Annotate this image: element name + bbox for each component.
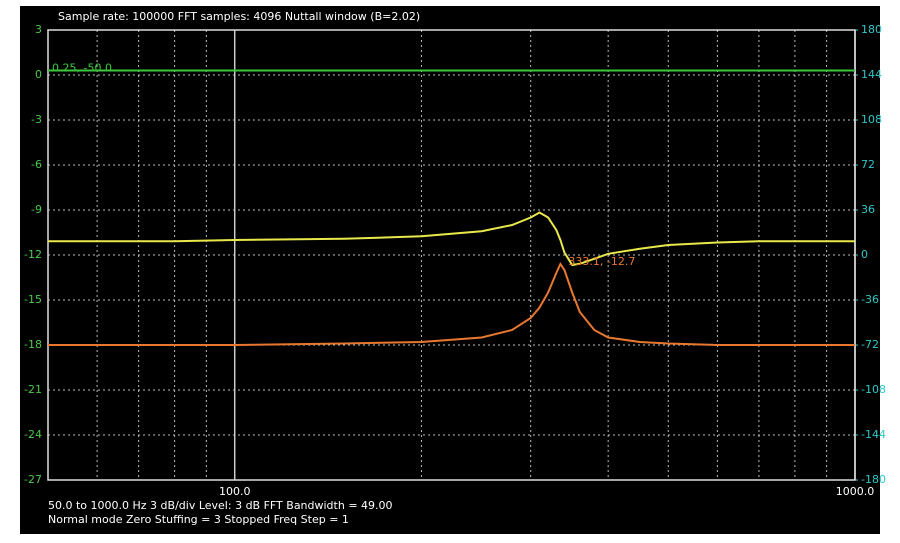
y2-tick-label: 180 [861,23,882,36]
x-tick-label: 100.0 [219,485,251,498]
y-tick-label: 3 [35,23,42,36]
marker-label: 333.1, -12.7 [568,255,635,268]
x-tick-label: 1000.0 [836,485,875,498]
y2-tick-label: 108 [861,113,882,126]
y2-tick-label: 36 [861,203,875,216]
y2-tick-label: 72 [861,158,875,171]
marker-label: 0.25, -50.0 [52,62,112,75]
y-tick-label: -18 [24,338,42,351]
status-line: Normal mode Zero Stuffing = 3 Stopped Fr… [48,513,349,526]
y2-tick-label: -180 [861,473,886,486]
plot-frame [47,29,856,481]
status-line: 50.0 to 1000.0 Hz 3 dB/div Level: 3 dB F… [48,499,393,512]
y-tick-label: -21 [24,383,42,396]
y2-tick-label: -144 [861,428,886,441]
y-tick-label: -24 [24,428,42,441]
y2-tick-label: -36 [861,293,879,306]
header: Sample rate: 100000 FFT samples: 4096 Nu… [58,10,420,23]
y2-tick-label: -108 [861,383,886,396]
panel [20,6,880,534]
y2-tick-label: 144 [861,68,882,81]
y2-tick-label: 0 [861,248,868,261]
series-line [48,211,855,267]
y2-tick-label: -72 [861,338,879,351]
y-tick-label: -12 [24,248,42,261]
series-line [48,261,855,346]
y-tick-label: 0 [35,68,42,81]
y-tick-label: -9 [31,203,42,216]
y-tick-label: -27 [24,473,42,486]
y-tick-label: -15 [24,293,42,306]
y-tick-label: -3 [31,113,42,126]
y-tick-label: -6 [31,158,42,171]
